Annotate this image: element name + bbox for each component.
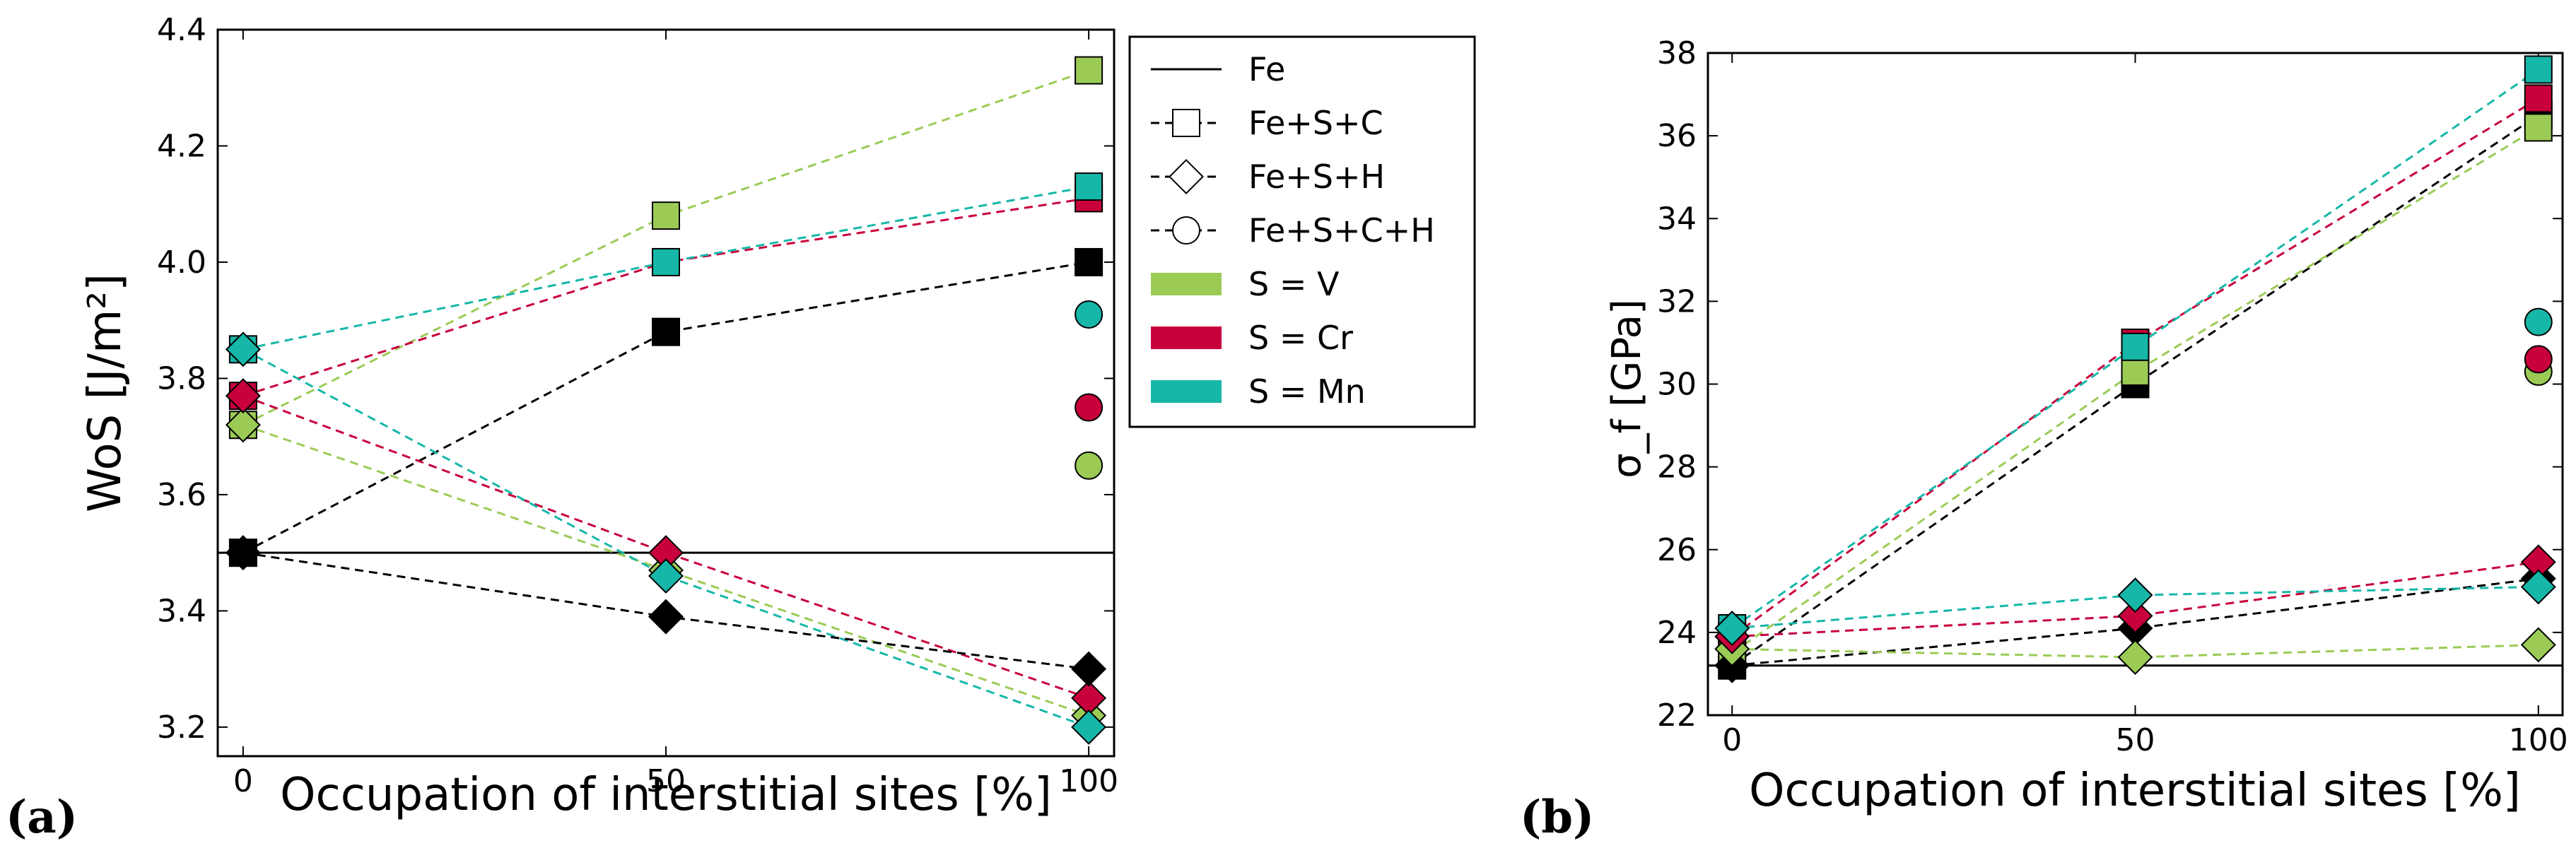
x-tick-label: 50 — [646, 763, 686, 799]
diamond-marker — [2520, 627, 2556, 663]
legend-color-patch — [1151, 273, 1222, 295]
y-tick-label: 36 — [1657, 118, 1697, 154]
legend-color-patch — [1151, 380, 1222, 403]
series-line — [242, 348, 1089, 729]
y-tick-label: 3.2 — [157, 710, 206, 746]
y-tick-label: 28 — [1657, 449, 1697, 486]
legend-diamond-marker — [1169, 159, 1204, 194]
a-ylabel: WoS [J/m²] — [79, 273, 131, 512]
y-tick-label: 3.4 — [157, 593, 206, 629]
circle-marker — [2524, 345, 2553, 374]
diamond-marker — [225, 407, 261, 443]
y-tick-label: 30 — [1657, 367, 1697, 403]
legend-label-v: S = V — [1248, 265, 1340, 303]
legend-color-patch — [1151, 326, 1222, 349]
diamond-marker — [225, 331, 261, 367]
diamond-marker — [1071, 709, 1107, 745]
y-tick-label: 22 — [1657, 698, 1697, 734]
y-tick-label: 38 — [1657, 35, 1697, 71]
a-ticks: 0 50 100 3.2 3.4 3.6 3.8 4.0 4.2 4.4 — [157, 12, 1118, 799]
square-marker — [2524, 113, 2553, 142]
b-markers — [1714, 55, 2556, 683]
y-tick-label: 4.4 — [157, 12, 206, 48]
series-line — [242, 423, 1089, 717]
panel-a: 0 50 100 3.2 3.4 3.6 3.8 4.0 4.2 4.4 WoS [J/m²] O… — [6, 12, 1118, 844]
a-markers — [225, 56, 1107, 745]
circle-marker — [1075, 393, 1103, 422]
y-tick-label: 4.2 — [157, 128, 206, 164]
b-ylabel: σ_f [GPa] — [1604, 299, 1650, 478]
y-tick-label: 24 — [1657, 615, 1697, 651]
diamond-marker — [225, 378, 261, 414]
diamond-marker — [2117, 598, 2153, 634]
y-tick-label: 3.6 — [157, 477, 206, 513]
legend-items: Fe Fe+S+C Fe+S+H Fe+S+C+H S = V S = Cr S = Mn — [1151, 50, 1435, 411]
legend-square-marker — [1172, 109, 1200, 137]
square-marker — [2524, 84, 2553, 113]
x-tick-label: 0 — [1722, 722, 1742, 758]
diamond-marker — [648, 599, 684, 635]
square-marker — [1075, 56, 1103, 85]
legend-circle-marker — [1172, 216, 1200, 245]
square-marker — [652, 317, 680, 346]
legend-label-fe: Fe — [1248, 50, 1285, 88]
y-tick-label: 26 — [1657, 532, 1697, 568]
panel-b: 0 50 100 22 24 26 28 30 32 34 36 38 σ_f [GPa] Occup… — [1520, 35, 2568, 844]
legend-label-fesc: Fe+S+C — [1248, 104, 1383, 142]
diamond-marker — [225, 535, 261, 571]
legend-label-fescH: Fe+S+C+H — [1248, 211, 1435, 249]
x-tick-label: 100 — [1059, 763, 1118, 799]
diamond-marker — [1714, 611, 1750, 646]
b-panel-label: (b) — [1520, 791, 1594, 844]
legend-label-mn: S = Mn — [1248, 372, 1366, 411]
a-xlabel: Occupation of interstitial sites [%] — [280, 769, 1052, 821]
plot-area-a — [216, 28, 1116, 758]
series-line — [1732, 585, 2539, 630]
b-xlabel: Occupation of interstitial sites [%] — [1749, 765, 2521, 817]
diamond-marker — [2117, 577, 2153, 613]
legend-label-cr: S = Cr — [1248, 319, 1353, 357]
series-line — [242, 261, 1089, 554]
x-tick-label: 0 — [233, 763, 253, 799]
series-line — [1731, 69, 2539, 630]
series-line — [1732, 577, 2539, 667]
square-marker — [1075, 247, 1103, 276]
circle-marker — [1075, 300, 1103, 329]
square-marker — [1075, 172, 1103, 201]
b-ticks: 0 50 100 22 24 26 28 30 32 34 36 38 — [1657, 35, 2568, 758]
a-panel-label: (a) — [6, 791, 78, 844]
diamond-marker — [2520, 569, 2556, 605]
diamond-marker — [2117, 640, 2153, 675]
square-marker — [2121, 357, 2150, 386]
y-tick-label: 4.0 — [157, 245, 206, 281]
legend-label-fesh: Fe+S+H — [1248, 158, 1385, 196]
square-marker — [652, 201, 680, 230]
y-tick-label: 3.8 — [157, 360, 206, 396]
square-marker — [2524, 55, 2553, 84]
square-marker — [652, 247, 680, 276]
y-tick-label: 32 — [1657, 283, 1697, 319]
legend: Fe Fe+S+C Fe+S+H Fe+S+C+H S = V S = Cr S = Mn — [1128, 35, 1476, 428]
square-marker — [2121, 332, 2150, 361]
diamond-marker — [1071, 651, 1107, 687]
series-line — [1731, 114, 2539, 666]
circle-marker — [2524, 307, 2553, 336]
diamond-marker — [648, 558, 684, 594]
series-line — [1731, 126, 2539, 654]
x-tick-label: 50 — [2116, 722, 2155, 758]
circle-marker — [1075, 451, 1103, 480]
x-tick-label: 100 — [2509, 722, 2568, 758]
y-tick-label: 34 — [1657, 201, 1697, 237]
